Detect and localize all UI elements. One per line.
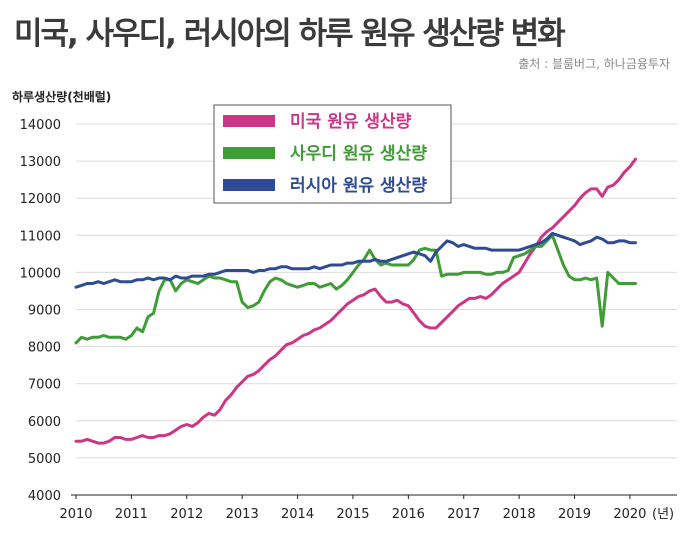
x-tick-label: 2011 — [115, 507, 148, 522]
y-axis-label: 하루생산량(천배럴) — [12, 89, 111, 104]
y-tick-label: 5000 — [28, 452, 61, 467]
source-note: 출처 : 블룸버그, 하나금융투자 — [518, 57, 670, 71]
y-tick-label: 14000 — [20, 118, 61, 133]
x-tick-label: 2014 — [281, 507, 314, 522]
legend-label: 미국 원유 생산량 — [290, 112, 412, 132]
y-tick-label: 11000 — [20, 229, 61, 244]
grid-lines — [76, 123, 677, 459]
series-line-2 — [74, 231, 637, 289]
y-tick-label: 13000 — [20, 155, 61, 170]
legend-label: 사우디 원유 생산량 — [290, 144, 427, 164]
legend-swatch — [223, 147, 275, 159]
x-tick-label: 2015 — [336, 507, 369, 522]
y-tick-label: 12000 — [20, 192, 61, 207]
series-line-0 — [74, 157, 637, 445]
x-axis-unit: (년) — [652, 507, 674, 522]
y-tick-label: 6000 — [28, 415, 61, 430]
series-lines — [74, 157, 637, 445]
x-tick-label: 2012 — [170, 507, 203, 522]
chart-title: 미국, 사우디, 러시아의 하루 원유 생산량 변화 — [14, 16, 566, 52]
legend-swatch — [223, 115, 275, 127]
series-line-1 — [74, 233, 637, 345]
x-tick-labels: 2010 2011 2012 2013 2014 2015 2016 2017 2018 2019… — [59, 495, 646, 522]
x-tick-label: 2016 — [392, 507, 425, 522]
y-tick-label: 10000 — [20, 266, 61, 281]
x-tick-label: 2019 — [558, 507, 591, 522]
x-tick-label: 2018 — [503, 507, 536, 522]
y-tick-label: 4000 — [28, 489, 61, 504]
legend-swatch — [223, 179, 275, 191]
x-tick-label: 2013 — [226, 507, 259, 522]
y-tick-label: 9000 — [28, 304, 61, 319]
x-tick-label: 2017 — [447, 507, 480, 522]
legend-label: 러시아 원유 생산량 — [290, 176, 427, 196]
y-tick-label: 7000 — [28, 378, 61, 393]
y-tick-labels: 4000 5000 6000 7000 8000 9000 10000 11000 12000 1… — [20, 118, 61, 504]
y-tick-label: 8000 — [28, 341, 61, 356]
x-tick-label: 2020 — [613, 507, 646, 522]
x-tick-label: 2010 — [59, 507, 92, 522]
